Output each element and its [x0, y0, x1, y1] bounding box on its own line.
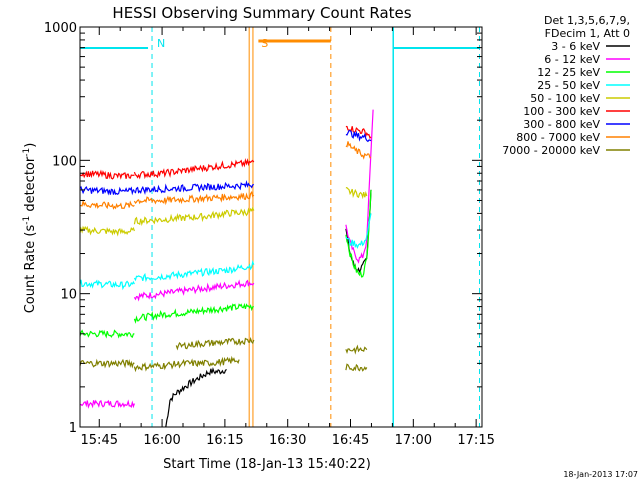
- series-line-100-300-kev: [345, 125, 372, 140]
- annotation-label: N: [157, 37, 165, 50]
- y-axis-label: Count Rate (s-1 detector-1): [22, 143, 38, 314]
- series-line-300-800-kev: [79, 185, 135, 196]
- legend-header-line: Det 1,3,5,6,7,9,: [544, 14, 630, 27]
- legend-label: 6 - 12 keV: [544, 53, 600, 66]
- series-line-7000-20000-kev: [79, 358, 135, 369]
- legend: Det 1,3,5,6,7,9,FDecim 1, Att 03 - 6 keV…: [502, 14, 630, 157]
- series-line-25-50-kev: [133, 259, 255, 283]
- y-tick-label: 10: [60, 288, 77, 303]
- series-line-50-100-kev: [345, 187, 368, 200]
- series-line-100-300-kev: [133, 157, 255, 180]
- x-tick-label: 17:15: [457, 433, 494, 448]
- legend-label: 7000 - 20000 keV: [502, 144, 600, 157]
- timestamp: 18-Jan-2013 17:07: [563, 470, 638, 479]
- legend-label: 12 - 25 keV: [537, 66, 600, 79]
- series-line-800-7000-kev: [345, 141, 372, 160]
- series-line-25-50-kev: [345, 213, 372, 249]
- y-tick-label: 100: [52, 154, 77, 169]
- legend-label: 50 - 100 keV: [530, 92, 600, 105]
- x-axis-label: Start Time (18-Jan-13 15:40:22): [163, 457, 371, 472]
- legend-header-line: FDecim 1, Att 0: [545, 27, 630, 40]
- plot-frame: [79, 26, 483, 428]
- x-tick-label: 15:45: [81, 433, 118, 448]
- y-tick-label: 1: [69, 421, 77, 436]
- series-line-25-50-kev: [79, 279, 135, 291]
- series-line-800-7000-kev: [80, 199, 135, 210]
- series-line-100-300-kev: [79, 169, 135, 180]
- series-line-800-7000-kev: [133, 190, 255, 206]
- legend-label: 300 - 800 keV: [523, 118, 600, 131]
- series-line-300-800-kev: [345, 130, 372, 143]
- annotation-label: S: [261, 37, 268, 50]
- series-line-6-12-kev: [133, 279, 255, 302]
- series-line-7000-20000-kev: [133, 355, 240, 373]
- series-layer: [79, 109, 374, 428]
- x-tick-label: 17:00: [395, 433, 432, 448]
- y-tick-label: 1000: [44, 21, 77, 36]
- chart-title: HESSI Observing Summary Count Rates: [112, 4, 411, 22]
- series-line-300-800-kev: [133, 179, 255, 195]
- series-line-12-25-kev: [345, 189, 372, 278]
- legend-label: 3 - 6 keV: [551, 40, 600, 53]
- series-line-50-100-kev: [133, 206, 255, 227]
- series-line-6-12-kev: [345, 109, 374, 264]
- y-axis-ticks: 1 10 100 1000: [44, 21, 482, 436]
- x-tick-label: 16:45: [332, 433, 369, 448]
- series-line-7000-20000-kev: [175, 336, 255, 351]
- series-line-7000-20000-kev: [345, 344, 368, 355]
- x-tick-label: 16:30: [269, 433, 306, 448]
- series-line-7000-20000-kev: [345, 363, 368, 372]
- x-axis-ticks: 15:45 16:00 16:15 16:30 16:45 17:00 17:15: [81, 27, 495, 448]
- series-line-12-25-kev: [79, 329, 135, 339]
- legend-label: 100 - 300 keV: [523, 105, 600, 118]
- series-line-6-12-kev: [79, 399, 135, 409]
- legend-label: 800 - 7000 keV: [516, 131, 600, 144]
- series-line-3-6-kev: [165, 367, 227, 428]
- x-tick-label: 16:00: [143, 433, 180, 448]
- series-line-50-100-kev: [79, 225, 135, 237]
- x-tick-label: 16:15: [206, 433, 243, 448]
- legend-label: 25 - 50 keV: [537, 79, 600, 92]
- series-line-12-25-kev: [133, 302, 254, 324]
